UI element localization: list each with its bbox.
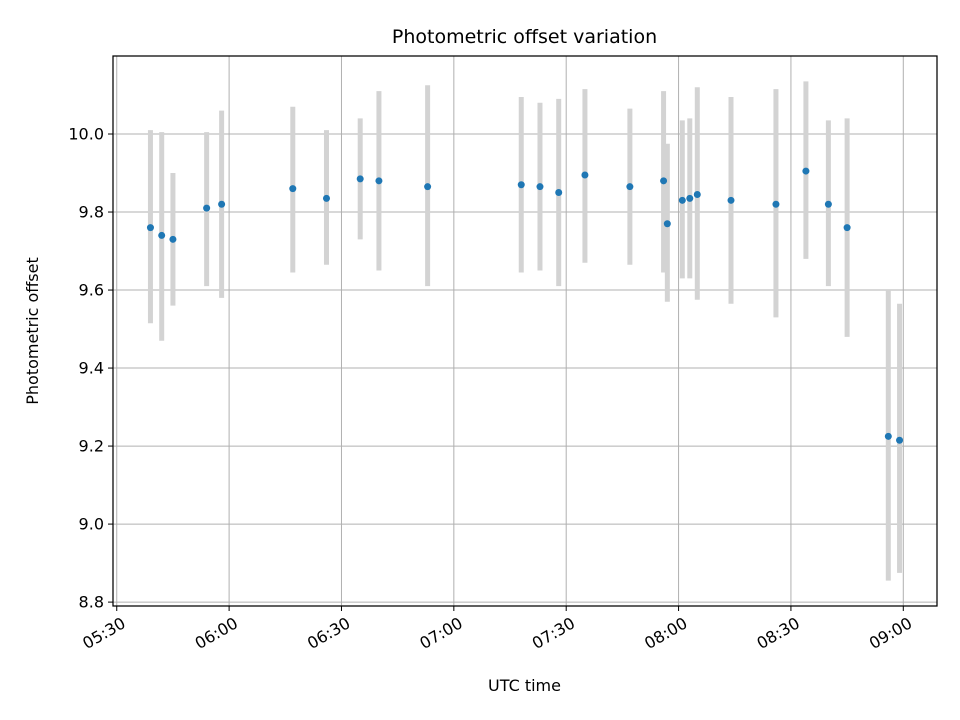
data-point [517,181,525,189]
point-layer [146,167,904,444]
data-point [772,200,780,208]
x-axis-label: UTC time [488,676,561,695]
data-point [158,231,166,239]
data-point [356,175,364,183]
data-point [424,183,432,191]
data-point [727,196,735,204]
data-point [289,185,297,193]
data-point [686,194,694,202]
y-tick-label: 9.0 [79,515,104,534]
data-point [203,204,211,212]
data-point [581,171,589,179]
y-tick-label: 9.8 [79,203,104,222]
data-point [322,194,330,202]
data-point [693,190,701,198]
plot-frame [112,55,938,607]
data-point [218,200,226,208]
data-point [555,189,563,197]
y-axis-label: Photometric offset [23,257,42,405]
data-point [884,432,892,440]
data-point [536,183,544,191]
data-point [660,177,668,185]
y-tick-label: 9.4 [79,359,104,378]
y-tick-label: 9.2 [79,437,104,456]
data-point [802,167,810,175]
data-point [169,235,177,243]
data-point [843,224,851,232]
data-point [146,224,154,232]
data-point [896,436,904,444]
data-point [375,177,383,185]
data-point [824,200,832,208]
chart-title: Photometric offset variation [392,26,657,48]
grid-layer [113,56,937,606]
y-tick-label: 10.0 [68,125,104,144]
data-point [626,183,634,191]
y-tick-label: 9.6 [79,281,104,300]
data-point [678,196,686,204]
y-tick-label: 8.8 [79,593,104,612]
data-point [663,220,671,228]
